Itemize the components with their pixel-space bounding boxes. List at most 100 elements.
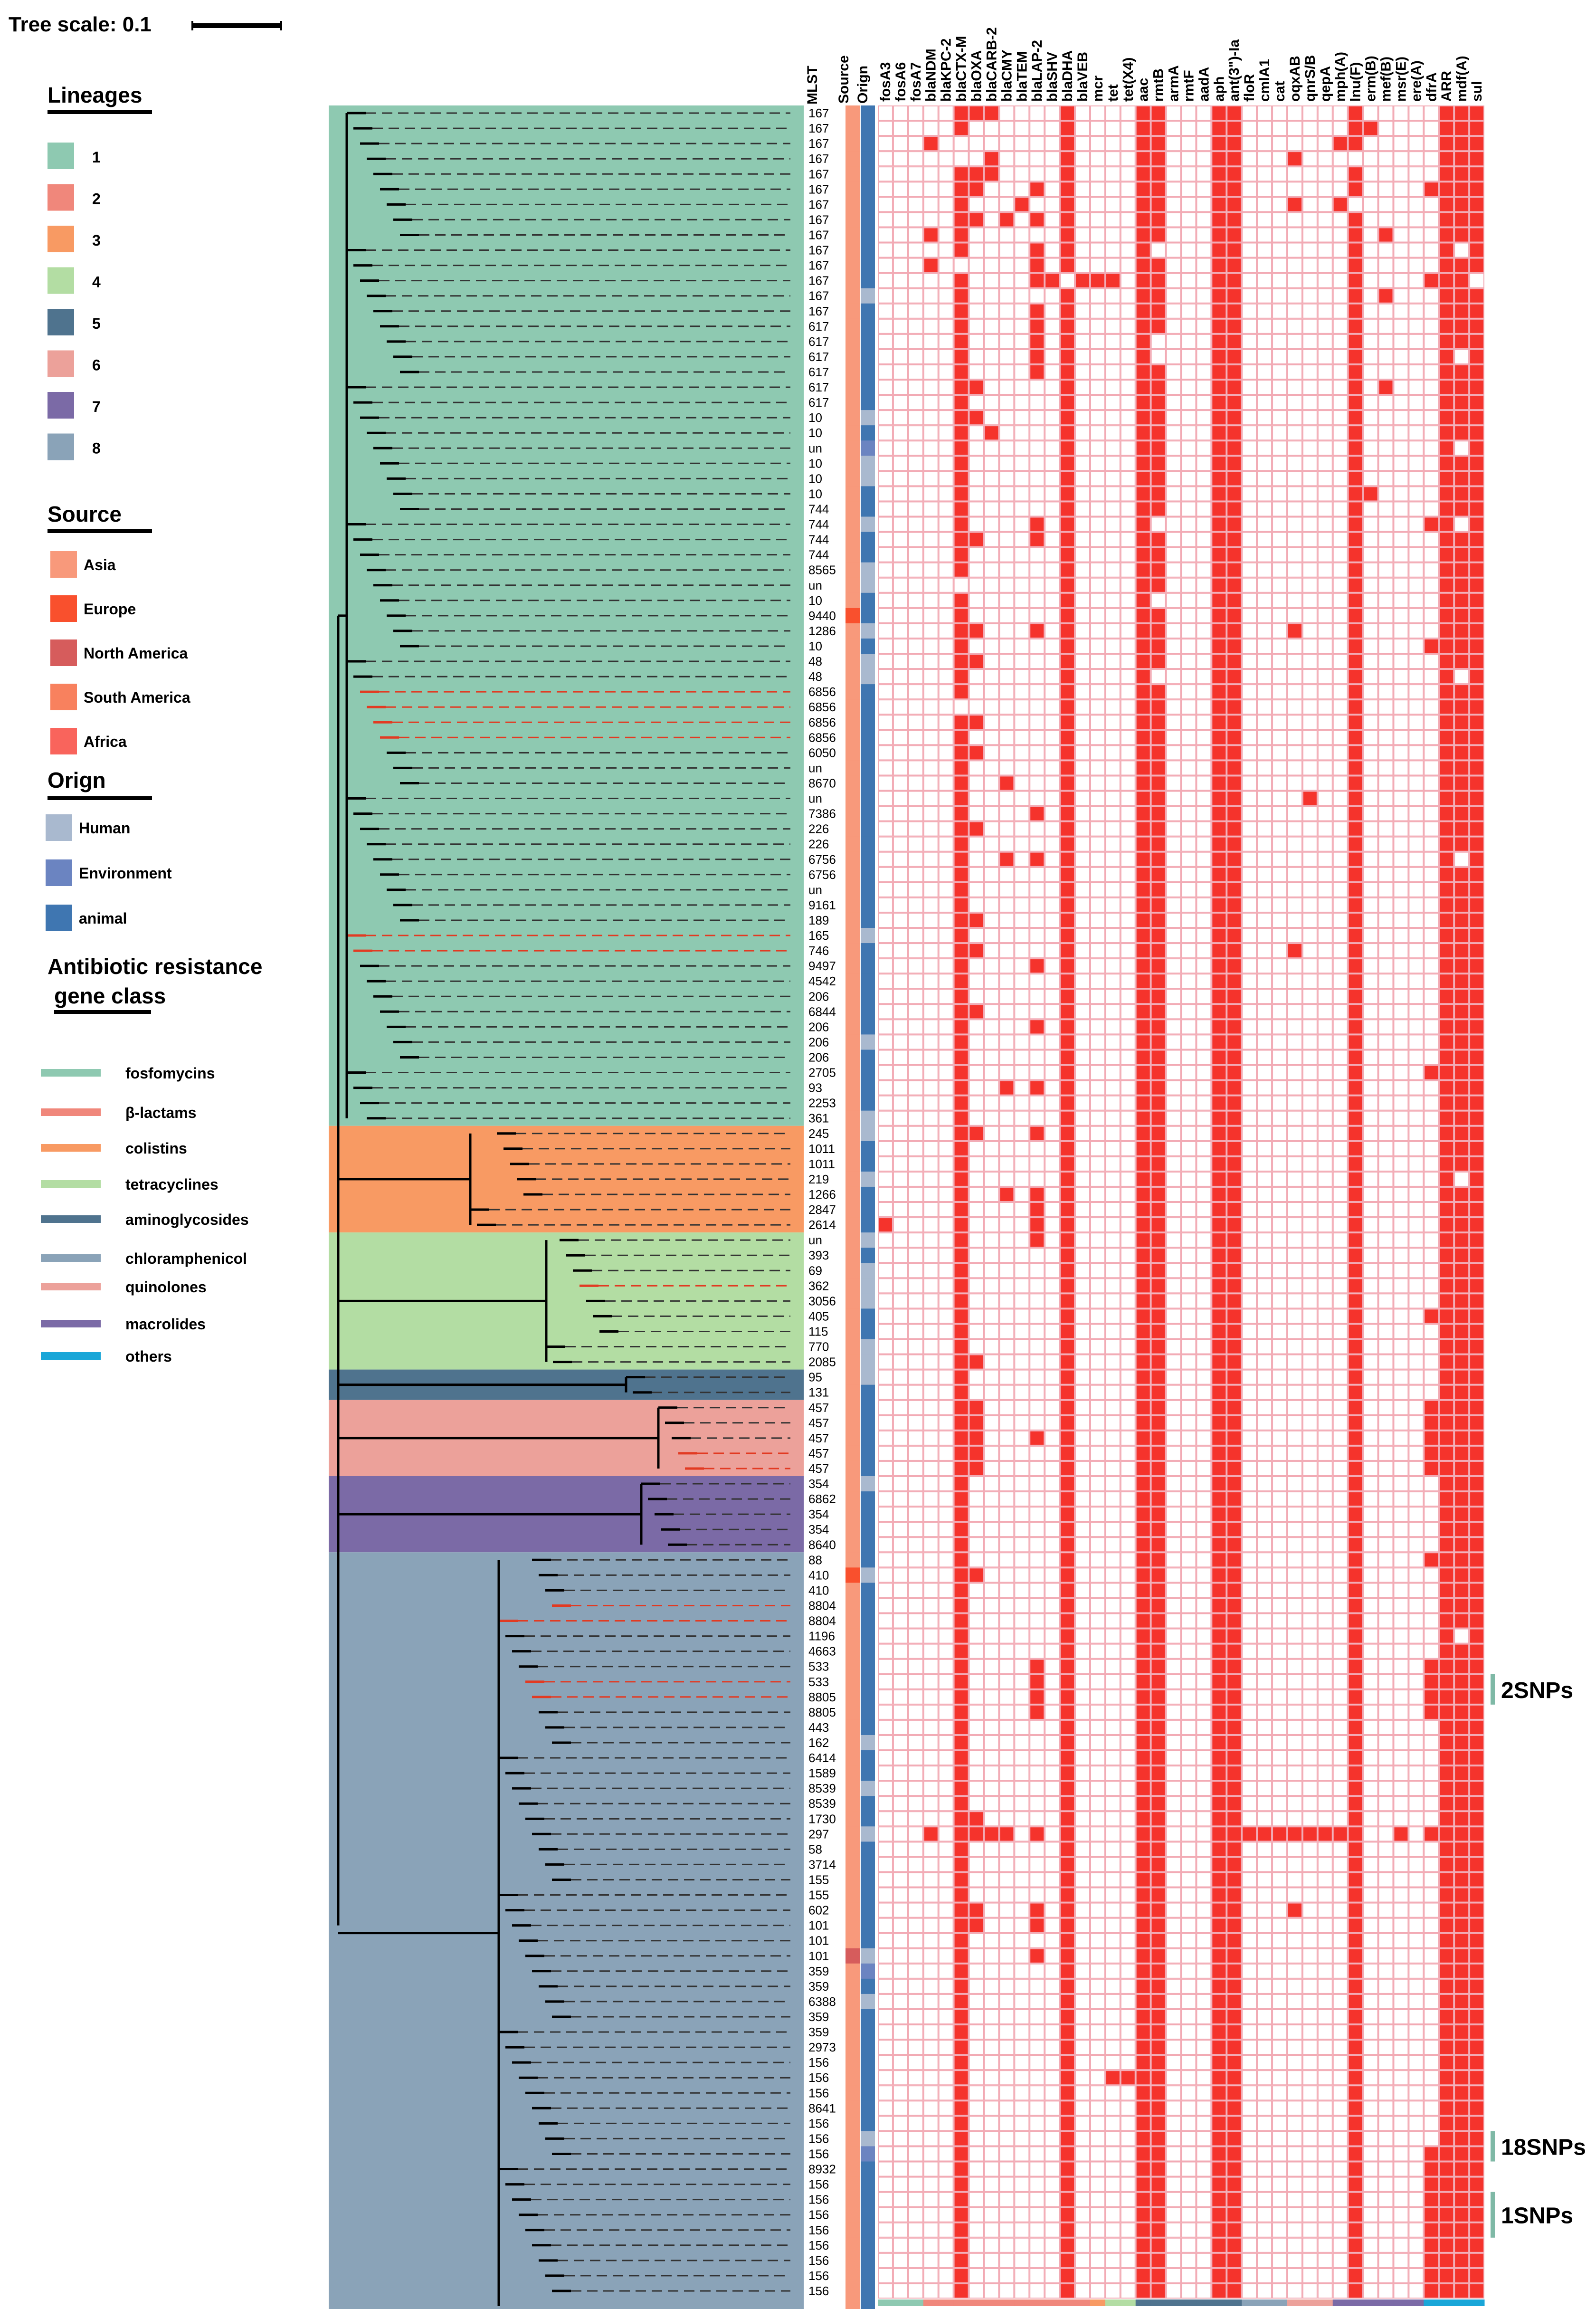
heatmap-cell-absent — [1378, 806, 1394, 821]
origin-cell — [861, 1826, 875, 1842]
heatmap-cell-absent — [984, 1217, 999, 1233]
heatmap-cell-absent — [1090, 806, 1105, 821]
heatmap-cell-present — [1439, 547, 1454, 563]
heatmap-cell-absent — [969, 897, 984, 913]
heatmap-cell-absent — [1075, 821, 1090, 837]
heatmap-cell-absent — [1257, 867, 1273, 882]
heatmap-cell-absent — [1454, 669, 1470, 685]
heatmap-cell-present — [953, 181, 969, 197]
heatmap-cell-absent — [1332, 532, 1348, 547]
heatmap-cell-absent — [1378, 181, 1394, 197]
heatmap-cell-present — [969, 1445, 984, 1461]
heatmap-cell-absent — [1424, 501, 1439, 517]
mlst-label: 602 — [808, 1903, 829, 1918]
heatmap-cell-absent — [969, 1628, 984, 1644]
heatmap-cell-present — [1060, 227, 1075, 243]
heatmap-cell-absent — [878, 958, 893, 974]
heatmap-cell-absent — [1363, 943, 1378, 959]
heatmap-cell-absent — [1424, 775, 1439, 791]
heatmap-cell-absent — [1408, 105, 1424, 121]
heatmap-cell-absent — [1120, 1095, 1136, 1111]
mlst-label: 617 — [808, 365, 829, 379]
heatmap-cell-absent — [893, 1263, 908, 1279]
heatmap-cell-absent — [1075, 745, 1090, 761]
heatmap-cell-absent — [1363, 1019, 1378, 1035]
heatmap-cell-absent — [1408, 136, 1424, 152]
heatmap-cell-absent — [1424, 562, 1439, 578]
heatmap-cell-absent — [1424, 654, 1439, 669]
heatmap-cell-absent — [938, 1430, 954, 1446]
source-cell — [846, 2222, 860, 2238]
heatmap-cell-absent — [1120, 577, 1136, 593]
heatmap-cell-absent — [1363, 105, 1378, 121]
heatmap-cell-present — [1454, 1384, 1470, 1400]
heatmap-cell-absent — [1166, 730, 1181, 745]
mlst-label: 1011 — [808, 1142, 835, 1156]
heatmap-cell-absent — [1302, 821, 1318, 837]
mlst-label: 746 — [808, 944, 829, 958]
heatmap-cell-present — [1469, 791, 1484, 806]
heatmap-cell-present — [1469, 1050, 1484, 1065]
heatmap-cell-present — [1135, 1674, 1151, 1689]
heatmap-cell-present — [1211, 836, 1227, 852]
heatmap-cell-present — [1454, 1065, 1470, 1080]
heatmap-cell-absent — [1424, 197, 1439, 212]
heatmap-cell-absent — [1196, 212, 1212, 228]
heatmap-cell-absent — [1075, 1339, 1090, 1355]
heatmap-cell-absent — [984, 669, 999, 685]
source-cell — [846, 440, 860, 456]
heatmap-cell-present — [1226, 303, 1242, 319]
legend-source-swatch — [50, 684, 77, 710]
heatmap-cell-absent — [984, 592, 999, 608]
heatmap-cell-absent — [969, 958, 984, 974]
heatmap-cell-absent — [1075, 989, 1090, 1004]
heatmap-cell-present — [1135, 654, 1151, 669]
heatmap-cell-absent — [1181, 197, 1197, 212]
heatmap-cell-absent — [1166, 258, 1181, 273]
heatmap-cell-absent — [999, 1567, 1015, 1583]
heatmap-cell-present — [1469, 836, 1484, 852]
origin-cell — [861, 318, 875, 334]
heatmap-cell-absent — [1181, 288, 1197, 304]
heatmap-cell-absent — [938, 1445, 954, 1461]
source-cell — [846, 318, 860, 334]
heatmap-cell-absent — [1257, 1400, 1273, 1415]
heatmap-cell-absent — [1317, 623, 1333, 639]
heatmap-cell-absent — [938, 775, 954, 791]
heatmap-cell-absent — [1120, 547, 1136, 563]
heatmap-cell-absent — [984, 364, 999, 380]
heatmap-cell-absent — [923, 380, 939, 395]
mlst-label: 8932 — [808, 2162, 836, 2176]
heatmap-cell-absent — [893, 851, 908, 867]
heatmap-cell-absent — [1014, 897, 1030, 913]
heatmap-cell-absent — [1166, 791, 1181, 806]
heatmap-cell-absent — [1120, 212, 1136, 228]
source-cell — [846, 1278, 860, 1294]
heatmap-cell-absent — [1287, 1019, 1302, 1035]
heatmap-cell-absent — [938, 1674, 954, 1689]
heatmap-cell-present — [1348, 1248, 1363, 1263]
heatmap-cell-present — [1150, 928, 1166, 944]
heatmap-cell-absent — [1120, 1141, 1136, 1156]
heatmap-cell-absent — [1242, 912, 1257, 928]
heatmap-cell-absent — [969, 349, 984, 364]
heatmap-cell-present — [1469, 1095, 1484, 1111]
heatmap-cell-absent — [1181, 547, 1197, 563]
heatmap-cell-absent — [1075, 1460, 1090, 1476]
heatmap-cell-absent — [1181, 1369, 1197, 1385]
heatmap-cell-absent — [1302, 699, 1318, 715]
heatmap-cell-present — [984, 425, 999, 441]
heatmap-cell-absent — [1317, 1171, 1333, 1187]
heatmap-cell-absent — [1257, 456, 1273, 471]
heatmap-cell-absent — [1075, 1674, 1090, 1689]
heatmap-cell-absent — [938, 1004, 954, 1020]
heatmap-cell-absent — [1029, 486, 1045, 502]
heatmap-cell-present — [1135, 288, 1151, 304]
heatmap-cell-present — [1060, 1278, 1075, 1294]
heatmap-cell-absent — [1272, 303, 1287, 319]
heatmap-cell-absent — [1272, 151, 1287, 167]
heatmap-cell-present — [1454, 577, 1470, 593]
heatmap-cell-absent — [1332, 1126, 1348, 1141]
heatmap-cell-absent — [938, 958, 954, 974]
heatmap-cell-absent — [923, 121, 939, 136]
